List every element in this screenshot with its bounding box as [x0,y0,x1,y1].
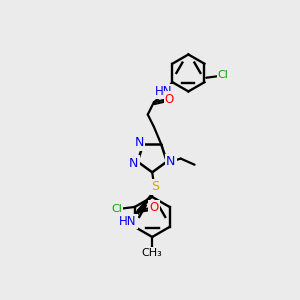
Text: N: N [135,136,144,149]
Text: S: S [151,180,159,194]
Text: N: N [166,155,175,168]
Text: HN: HN [119,215,136,228]
Text: O: O [165,93,174,106]
Text: N: N [129,157,138,170]
Text: O: O [149,201,158,214]
Text: Cl: Cl [111,204,122,214]
Text: Cl: Cl [218,70,229,80]
Text: HN: HN [154,85,172,98]
Text: CH₃: CH₃ [142,248,163,258]
